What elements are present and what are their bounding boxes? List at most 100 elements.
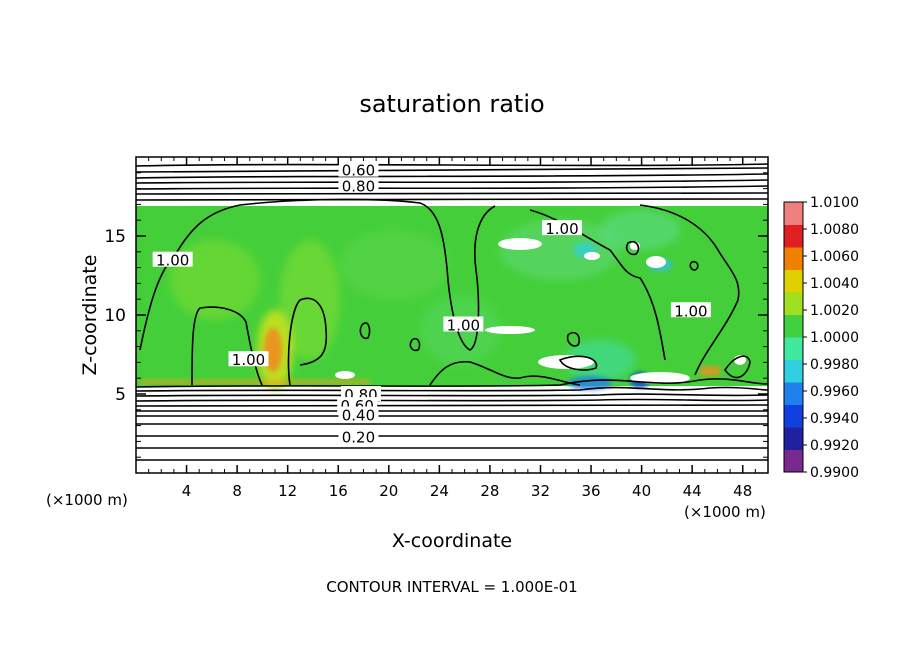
contour-label: 0.60: [342, 162, 375, 180]
contour-label: 1.00: [674, 302, 707, 320]
colorbar-swatch: [784, 202, 803, 225]
contour-label: 1.00: [447, 316, 480, 334]
contour-line-1.00: [409, 337, 421, 352]
contour-lines: [136, 163, 768, 462]
contour-line-lower: [136, 404, 768, 407]
contour-line-lower: [136, 386, 768, 392]
contour-line-1.00: [558, 355, 598, 371]
y-axis-tick-labels: 5 10 15: [104, 227, 126, 405]
field-hole: [335, 371, 355, 379]
contour-interval-note: CONTOUR INTERVAL = 1.000E-01: [326, 578, 577, 596]
contour-label-background: [228, 351, 269, 367]
contour-line-lower: [136, 414, 768, 418]
x-tick-label: 28: [480, 482, 499, 500]
contour-line-upper: [136, 192, 768, 195]
contour-labels: 0.600.801.001.001.001.001.000.800.600.40…: [152, 161, 711, 447]
y-tick-label: 15: [104, 227, 126, 247]
x-axis-tick-labels: 4 8 12 16 20 24 28 32 36 40 44 48: [182, 482, 752, 500]
contour-line-1.00: [287, 297, 328, 386]
colorbar-label: 1.0040: [810, 276, 859, 292]
contour-line-upper: [136, 167, 768, 173]
contour-line-1.00: [639, 204, 740, 376]
contour-label-background: [670, 302, 711, 318]
colorbar-label: 0.9900: [810, 465, 859, 481]
field-patch: [264, 328, 282, 372]
contour-label-background: [338, 177, 379, 193]
contour-line-lower: [136, 422, 768, 426]
colorbar-swatch: [784, 224, 803, 248]
contour-label: 1.00: [232, 351, 265, 369]
field-edge: [140, 380, 370, 384]
field-hole: [646, 256, 666, 268]
contour-label: 1.00: [156, 252, 189, 270]
colorbar: [783, 201, 807, 473]
y-tick-label: 5: [115, 385, 126, 405]
x-tick-label: 36: [581, 482, 600, 500]
colorbar-swatch: [784, 337, 803, 360]
contour-line-upper: [136, 198, 768, 201]
x-axis-label: X-coordinate: [392, 530, 512, 552]
contour-label-background: [338, 428, 379, 444]
field-hole: [538, 355, 594, 369]
x-tick-label: 20: [379, 482, 398, 500]
field-patch: [340, 230, 450, 300]
y-tick-label: 10: [104, 306, 126, 326]
contour-label: 0.80: [342, 177, 375, 195]
contour-line-1.00: [429, 360, 581, 386]
colorbar-label: 0.9960: [810, 384, 859, 400]
colorbar-swatch: [784, 314, 803, 338]
x-axis-ticks: [148, 157, 756, 473]
saturation-field: [136, 205, 768, 390]
colorbar-swatch: [784, 269, 803, 293]
contour-line-1.00: [724, 355, 751, 379]
field-hole: [485, 326, 535, 334]
contour-line-upper: [136, 179, 768, 184]
contour-line-1.00: [139, 198, 496, 351]
x-tick-label: 24: [430, 482, 449, 500]
contour-line-upper: [136, 173, 768, 179]
contour-line-lower: [136, 409, 768, 413]
x-tick-label: 4: [182, 482, 192, 500]
contour-line-lower: [136, 393, 768, 397]
colorbar-swatch: [784, 449, 803, 473]
contour-label: 1.00: [545, 220, 578, 238]
colorbar-label: 1.0100: [810, 195, 859, 211]
contour-line-1.00: [359, 322, 371, 340]
colorbar-label: 1.0000: [810, 330, 859, 346]
colorbar-label: 1.0080: [810, 222, 859, 238]
x-tick-label: 12: [278, 482, 297, 500]
contour-label: 0.20: [342, 429, 375, 447]
x-tick-label: 40: [632, 482, 651, 500]
contour-line-1.00: [566, 331, 581, 347]
contour-label-background: [443, 316, 484, 332]
field-hole: [498, 238, 542, 250]
x-tick-label: 16: [329, 482, 348, 500]
colorbar-labels: 1.0100 1.0080 1.0060 1.0040 1.0020 1.0000 0.99…: [810, 195, 859, 481]
x-unit-label-right: (×1000 m): [684, 503, 766, 521]
colorbar-swatch: [784, 247, 803, 270]
contour-label-background: [338, 161, 379, 177]
x-unit-label-left: (×1000 m): [46, 491, 128, 509]
colorbar-label: 0.9980: [810, 357, 859, 373]
y-axis-label: Z-coordinate: [79, 255, 101, 376]
field-patch: [500, 220, 620, 280]
colorbar-label: 1.0060: [810, 249, 859, 265]
colorbar-swatch: [784, 359, 803, 383]
colorbar-label: 0.9920: [810, 438, 859, 454]
contour-label-background: [338, 406, 379, 422]
x-tick-label: 8: [232, 482, 242, 500]
chart-title: saturation ratio: [359, 90, 544, 118]
field-edge: [700, 366, 720, 376]
colorbar-swatch: [784, 427, 803, 450]
contour-line-lower: [136, 378, 768, 388]
contour-line-1.00: [689, 260, 699, 271]
contour-line-lower: [136, 398, 768, 402]
colorbar-label: 0.9940: [810, 411, 859, 427]
field-patch: [280, 240, 340, 360]
contour-label-background: [541, 220, 582, 236]
contour-label: 0.40: [342, 407, 375, 425]
colorbar-swatch: [784, 404, 803, 428]
x-tick-label: 44: [683, 482, 702, 500]
contour-label-background: [152, 251, 193, 267]
